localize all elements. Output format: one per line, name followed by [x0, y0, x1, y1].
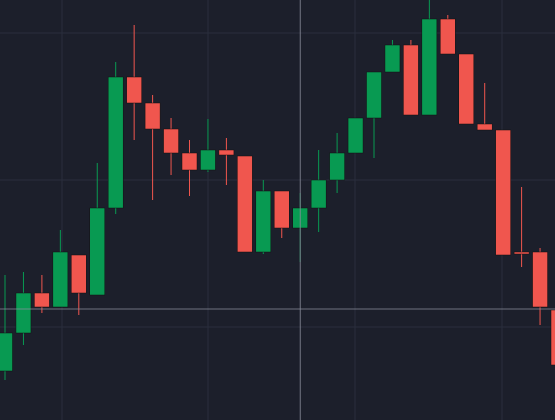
- candle-body: [440, 18, 456, 55]
- candle-body: [15, 292, 32, 334]
- candle-body: [0, 332, 13, 372]
- candle-body: [458, 53, 474, 125]
- candle-body: [347, 117, 364, 154]
- candle-body: [71, 254, 87, 294]
- candle-body: [255, 190, 272, 253]
- candle-body: [200, 149, 216, 171]
- candle-body: [107, 76, 124, 209]
- candle-body: [310, 179, 327, 209]
- candle-body: [34, 292, 50, 308]
- candle-body: [218, 149, 235, 156]
- candle-body: [550, 309, 555, 366]
- candle-body: [421, 18, 438, 116]
- candle-body: [329, 152, 345, 181]
- candle-body: [89, 207, 105, 296]
- candle-body: [52, 251, 69, 308]
- candle-body: [532, 251, 548, 308]
- candle-body: [163, 128, 179, 154]
- candle-body: [513, 251, 530, 255]
- candle-body: [126, 76, 142, 104]
- candle-body: [476, 123, 493, 131]
- candle-body: [237, 155, 253, 253]
- candle-body: [403, 44, 419, 116]
- candle-body: [274, 190, 290, 229]
- candle-body: [366, 71, 382, 119]
- candle-body: [384, 44, 401, 73]
- candle-body: [495, 129, 511, 256]
- candle-body: [181, 152, 198, 171]
- candle-body: [144, 102, 161, 130]
